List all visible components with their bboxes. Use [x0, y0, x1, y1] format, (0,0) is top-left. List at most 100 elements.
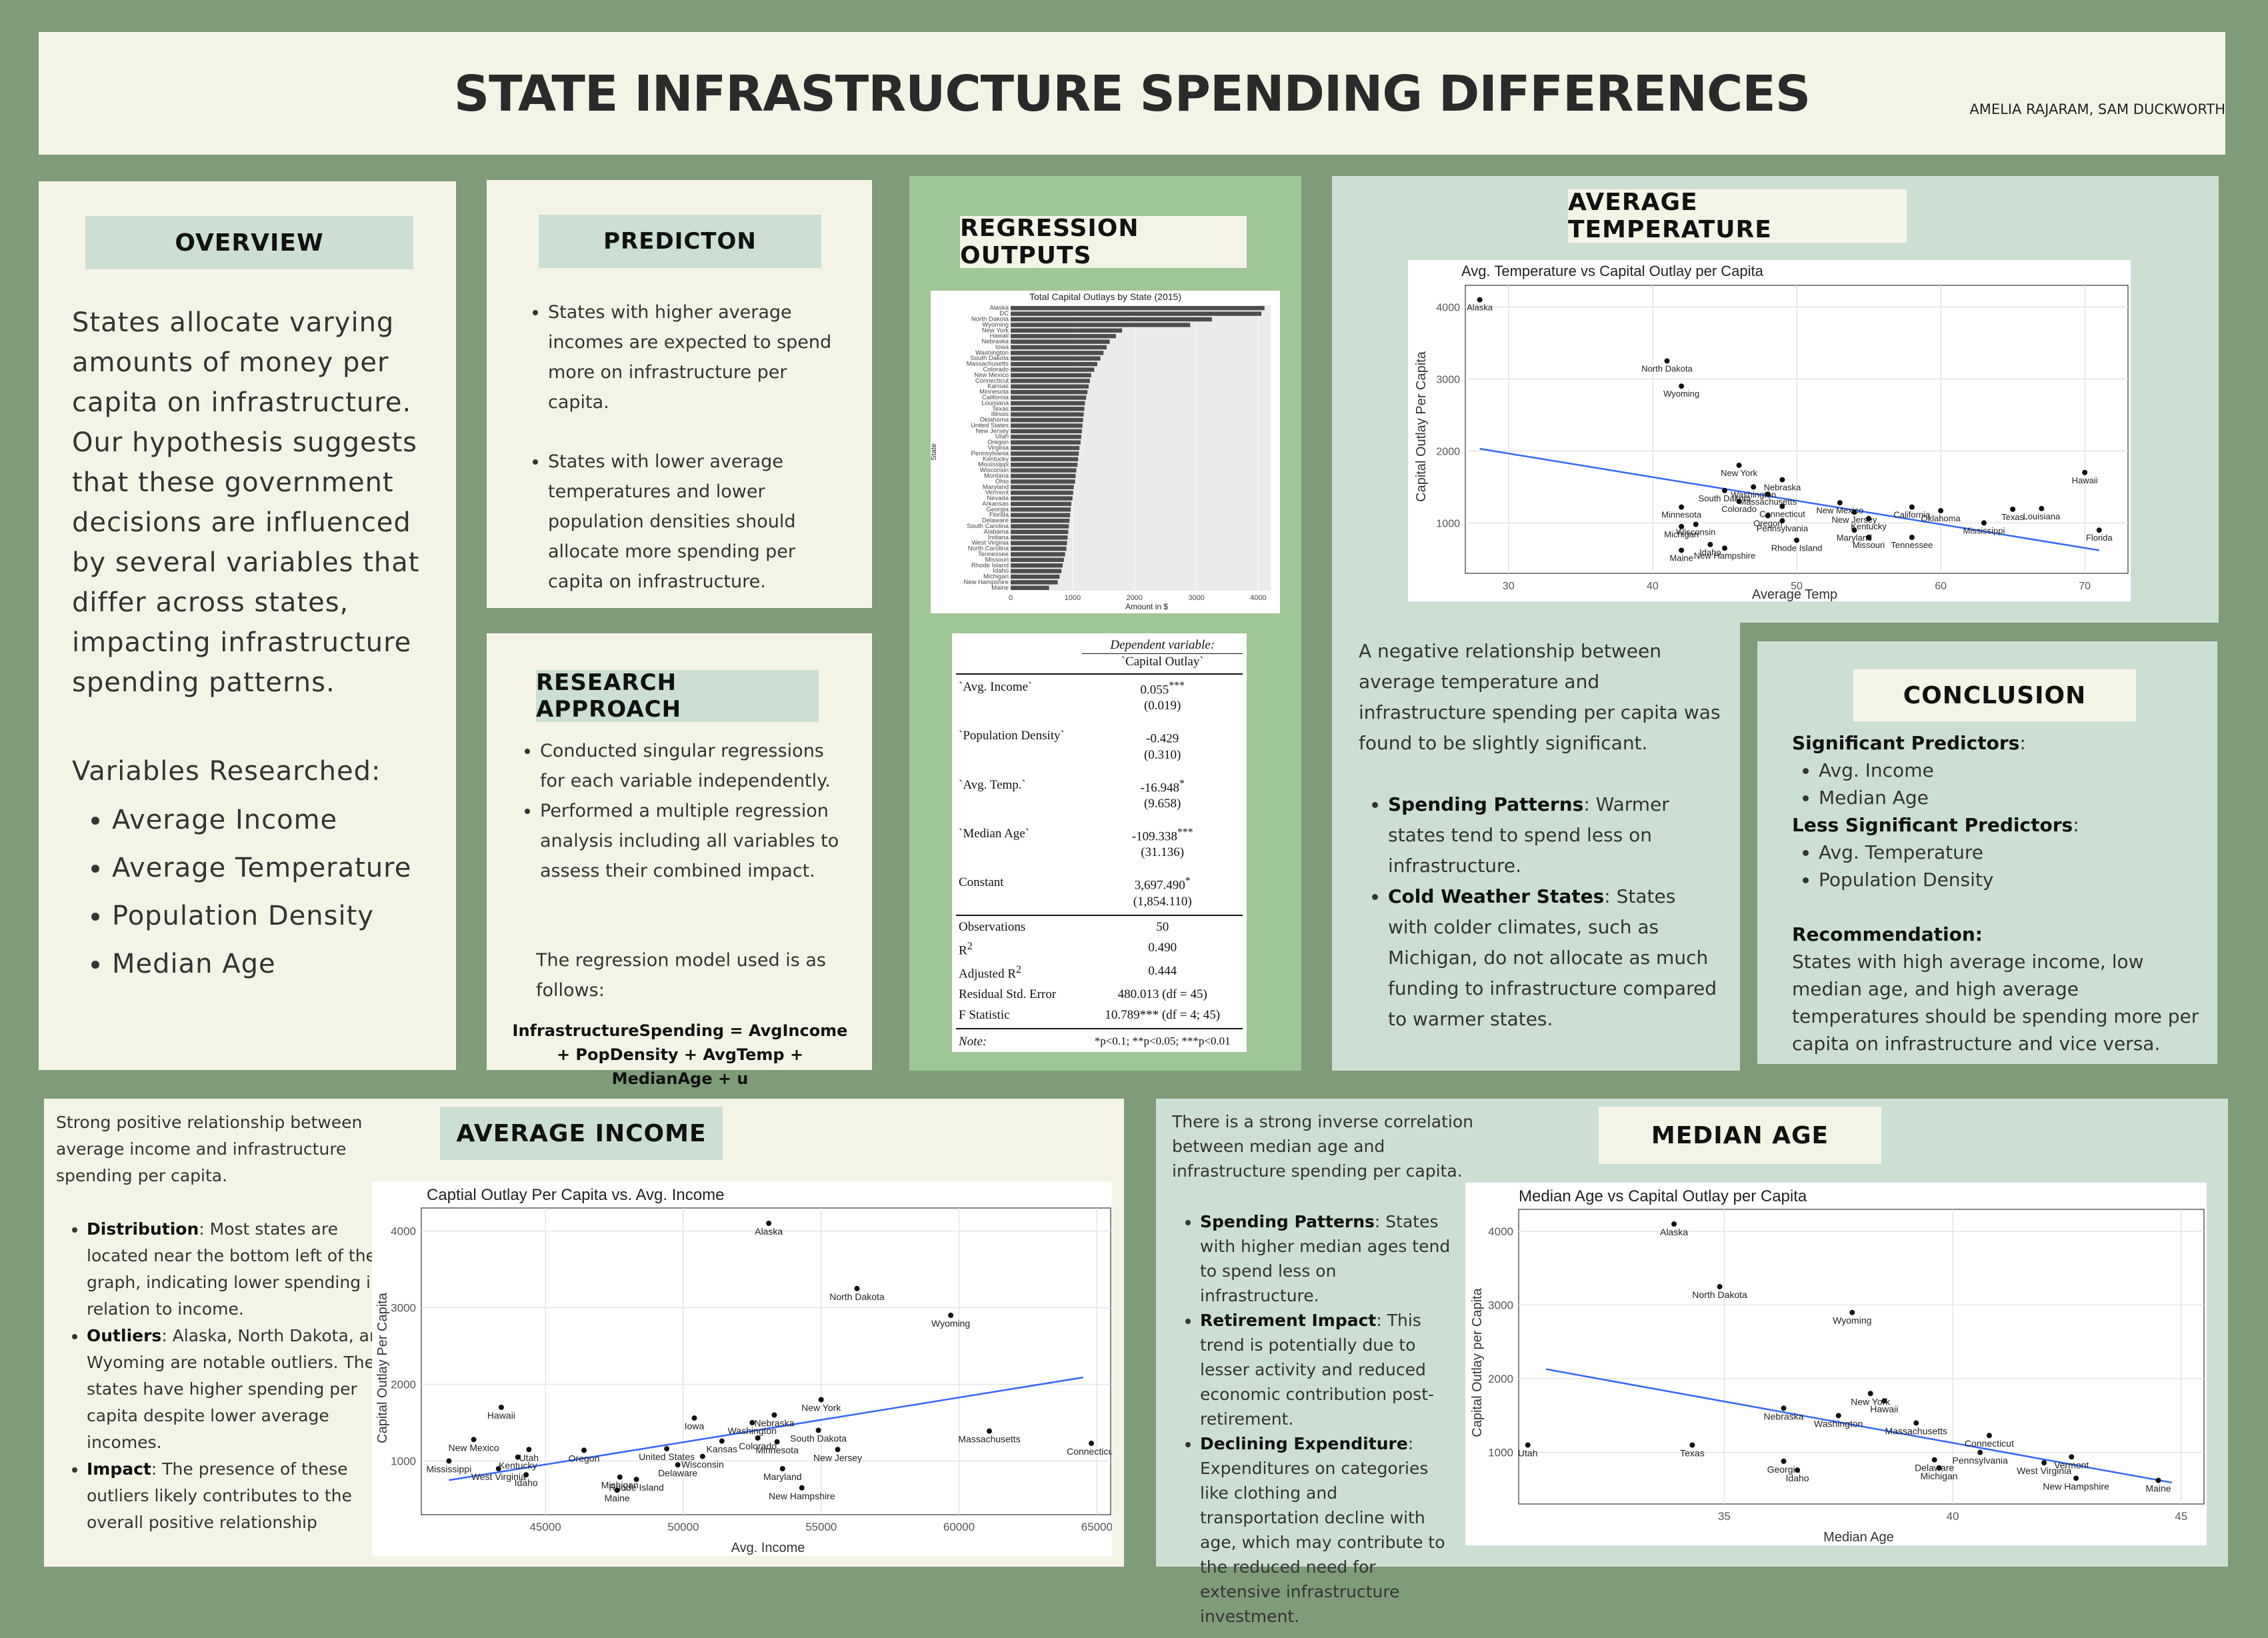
point-label: New York: [1851, 1396, 1891, 1407]
y-tick-label: 3000: [1436, 374, 1460, 385]
conclusion-panel: CONCLUSION Significant Predictors: Avg. …: [1757, 641, 2217, 1064]
data-point: [446, 1458, 452, 1464]
coef-name: `Population Density`: [959, 729, 1065, 743]
variable-item: Median Age: [112, 940, 437, 988]
point-label: Colorado: [1721, 504, 1757, 514]
data-point: [1867, 1391, 1873, 1397]
data-point: [581, 1447, 587, 1453]
data-point: [815, 1427, 821, 1433]
bar-xtick-label: 0: [1009, 594, 1013, 602]
data-point: [1851, 527, 1857, 533]
point-label: New Jersey: [1831, 515, 1877, 525]
data-point: [1779, 503, 1785, 509]
bar-xtick-label: 3000: [1188, 594, 1204, 602]
data-point: [633, 1477, 639, 1483]
point-label: Nebraska: [1764, 1411, 1804, 1421]
bar-category-label: Pennsylvania: [971, 450, 1009, 457]
coef-se: (9.658): [1143, 796, 1181, 811]
research-list: Conducted singular regressions for each …: [520, 736, 853, 886]
temperature-chart-svg: Avg. Temperature vs Capital Outlay per C…: [1414, 263, 2129, 602]
y-tick-label: 3000: [391, 1302, 416, 1315]
point-label: Hawaii: [1870, 1403, 1898, 1414]
y-tick-label: 2000: [391, 1379, 416, 1391]
note-label: Note:: [956, 1028, 1083, 1051]
data-point: [1866, 515, 1872, 521]
bar-category-label: New York: [982, 327, 1009, 334]
data-point: [2010, 506, 2016, 512]
x-tick-label: 70: [2079, 581, 2091, 592]
bar: [1011, 407, 1085, 411]
bar-category-label: Oregon: [987, 439, 1009, 446]
bar-category-label: New Mexico: [974, 371, 1009, 379]
data-point: [1525, 1442, 1531, 1448]
bar-category-label: Colorado: [983, 366, 1009, 373]
data-point: [1781, 1458, 1787, 1464]
bar: [1011, 317, 1212, 322]
research-item: Conducted singular regressions for each …: [540, 736, 853, 796]
data-point: [749, 1420, 755, 1425]
x-tick-label: 30: [1503, 581, 1515, 592]
item-bold: Distribution: [87, 1219, 199, 1239]
bar-xtick-label: 4000: [1250, 594, 1266, 602]
model-intro: The regression model used is as follows:: [536, 950, 826, 1001]
item-bold: Outliers: [87, 1326, 162, 1345]
coef-name: `Avg. Income`: [959, 680, 1033, 694]
stat-value: 50: [1082, 914, 1243, 935]
bar: [1011, 373, 1091, 378]
x-tick-label: 45000: [529, 1521, 561, 1533]
bar: [1011, 479, 1075, 484]
bar-category-label: Michigan: [983, 573, 1009, 581]
data-point: [2096, 527, 2102, 533]
point-label: Maine: [1669, 553, 1693, 563]
item-text: : States with colder climates, such as M…: [1388, 885, 1717, 1030]
bar-category-label: Oklahoma: [980, 417, 1009, 424]
bar: [1011, 552, 1065, 557]
data-point: [854, 1285, 860, 1291]
prediction-panel: PREDICTON States with higher average inc…: [487, 180, 872, 608]
sig-heading-line: Significant Predictors:: [1792, 732, 2026, 754]
less-heading-line: Less Significant Predictors:: [1792, 814, 2079, 836]
point-label: Wisconsin: [1676, 527, 1715, 537]
bar: [1011, 569, 1062, 573]
point-label: Maryland: [763, 1471, 802, 1482]
less-heading: Less Significant Predictors: [1792, 814, 2073, 836]
bar-category-label: West Virginia: [971, 539, 1009, 547]
recommendation-text: States with high average income, low med…: [1792, 951, 2199, 1055]
data-point: [498, 1405, 504, 1410]
point-label: Texas: [1680, 1448, 1705, 1459]
bar: [1011, 323, 1191, 327]
bar-chart-title: Total Capital Outlays by State (2015): [1029, 291, 1181, 302]
bar: [1011, 535, 1068, 540]
temperature-title: AVERAGE TEMPERATURE: [1568, 189, 1907, 243]
point-label: South Dakota: [790, 1433, 847, 1444]
point-label: Alaska: [755, 1226, 783, 1237]
median-age-item: Declining Expenditure: Expenditures on c…: [1200, 1431, 1460, 1629]
coef-name: Constant: [959, 875, 1004, 890]
data-point: [664, 1446, 670, 1452]
coef-stars: ***: [1177, 826, 1193, 838]
point-label: New Hampshire: [769, 1491, 835, 1501]
point-label: Maine: [2145, 1483, 2171, 1494]
data-point: [1765, 491, 1771, 497]
point-label: Tennessee: [1891, 540, 1933, 550]
data-point: [1671, 1221, 1677, 1227]
point-label: New Mexico: [1816, 505, 1863, 515]
item-bold: Declining Expenditure: [1200, 1434, 1408, 1453]
y-tick-label: 4000: [1436, 302, 1460, 313]
temperature-item: Spending Patterns: Warmer states tend to…: [1388, 789, 1720, 881]
point-label: Georgia: [1767, 1464, 1801, 1475]
poster-title: STATE INFRASTRUCTURE SPENDING DIFFERENCE…: [453, 65, 1811, 123]
data-point: [699, 1453, 705, 1459]
temperature-item: Cold Weather States: States with colder …: [1388, 881, 1720, 1035]
data-point: [818, 1397, 824, 1403]
temperature-scatter-plot: Avg. Temperature vs Capital Outlay per C…: [1408, 260, 2131, 602]
point-label: North Dakota: [1641, 363, 1693, 373]
y-tick-label: 1000: [1436, 518, 1460, 529]
variable-item: Average Income: [112, 796, 437, 844]
bar-category-label: Washington: [975, 349, 1009, 357]
temperature-text-panel: A negative relationship between average …: [1332, 623, 1740, 1071]
data-point: [1837, 500, 1843, 506]
data-point: [471, 1437, 477, 1443]
point-label: Kansas: [706, 1444, 737, 1455]
bar-category-label: Kentucky: [983, 455, 1009, 463]
